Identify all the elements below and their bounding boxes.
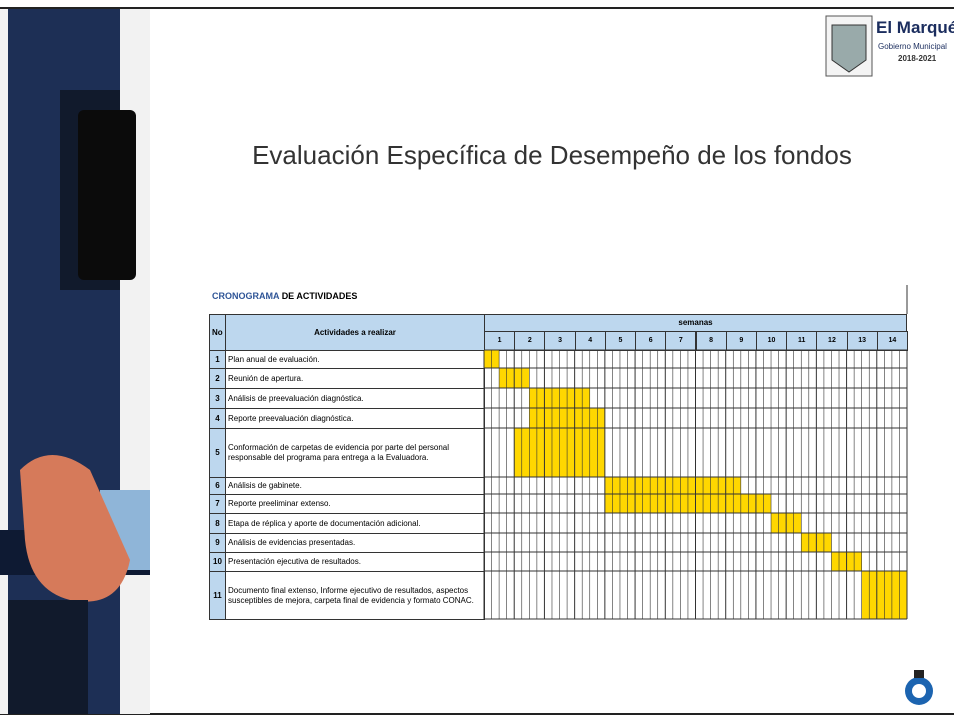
caption-b: DE ACTIVIDADES [281,291,358,301]
slide-title: Evaluación Específica de Desempeño de lo… [252,140,852,170]
gov-label: Gobierno Municipal [878,42,947,51]
period: 2018-2021 [898,54,937,63]
org-name: El Marqués [876,18,954,37]
table-caption: CRONOGRAMA DE ACTIVIDADES [212,291,357,301]
caption-a: CRONOGRAMA [212,291,280,301]
